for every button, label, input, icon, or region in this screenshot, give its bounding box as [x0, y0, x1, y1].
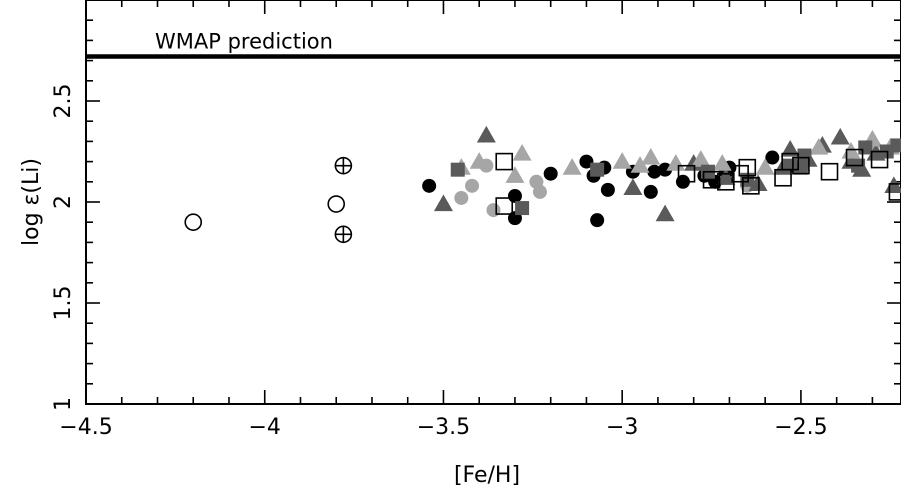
open-square-point: [495, 152, 514, 171]
x-tick-label: −2.5: [774, 415, 827, 440]
filled-circle-point: [579, 154, 594, 169]
x-tick-label: −3.5: [417, 415, 470, 440]
open-circle-point: [327, 195, 346, 213]
filled-square-point: [858, 140, 873, 155]
filled-square-point: [450, 162, 465, 177]
axis-ticks: [85, 0, 901, 405]
reference-lines: WMAP prediction: [86, 30, 901, 59]
filled-circle-point: [465, 178, 480, 193]
filled-circle-point: [486, 203, 501, 218]
filled-square-point: [515, 201, 530, 216]
open-square-point: [702, 170, 721, 189]
filled-circle-point: [590, 213, 605, 228]
x-tick-label: −4.5: [59, 415, 112, 440]
circled-plus-point: [334, 225, 353, 244]
filled-circle-point: [658, 162, 673, 177]
filled-triangle-point: [755, 158, 775, 175]
filled-square-point: [793, 160, 808, 175]
filled-circle-point: [422, 178, 437, 193]
filled-triangle-point: [630, 156, 650, 173]
filled-triangle-point: [666, 154, 686, 171]
filled-triangle-point: [655, 204, 675, 222]
filled-circle-point: [600, 182, 615, 197]
filled-square-point: [890, 138, 901, 153]
filled-square-point: [797, 148, 812, 163]
open-square-point: [820, 162, 839, 181]
y-tick-label: 2.5: [51, 84, 76, 119]
filled-triangle-point: [641, 148, 661, 165]
y-tick-label: 1.5: [51, 286, 76, 321]
filled-triangle-point: [712, 154, 732, 171]
open-square-point: [792, 156, 810, 175]
filled-triangle-point: [780, 139, 800, 157]
open-square-point: [870, 150, 889, 169]
open-square-point: [677, 164, 696, 183]
filled-circle-point: [765, 150, 780, 165]
open-square-point: [738, 158, 757, 177]
filled-circle-point: [454, 190, 469, 205]
circled-plus-point: [334, 156, 353, 175]
filled-triangle-point: [830, 127, 850, 145]
filled-triangle-point: [623, 178, 643, 195]
x-tick-label: −4: [249, 415, 281, 440]
open-square-point: [781, 152, 799, 171]
filled-triangle-point: [505, 166, 525, 183]
open-square-point: [742, 177, 760, 195]
tick-labels: −4.5 −4 −3.5 −3 −2.5 1 1.5 2 2.5: [51, 84, 828, 441]
filled-triangle-point: [748, 174, 768, 191]
plot-frame: [85, 0, 901, 405]
open-square-point: [845, 148, 864, 167]
filled-triangle-point: [469, 152, 489, 169]
filled-circle-point: [647, 164, 662, 179]
filled-circle-point: [507, 188, 522, 203]
filled-triangle-point: [433, 194, 453, 212]
filled-triangle-point: [562, 158, 582, 175]
filled-triangle-point: [512, 144, 532, 161]
y-tick-label: 2: [51, 195, 76, 209]
filled-triangle-point: [809, 137, 829, 155]
y-axis-title: log ε(Li): [19, 158, 44, 246]
wmap-prediction-label: WMAP prediction: [155, 30, 333, 54]
data-points: [184, 125, 901, 244]
x-tick-label: −3: [606, 415, 638, 440]
filled-triangle-point: [716, 168, 736, 185]
filled-triangle-point: [476, 125, 496, 143]
open-square-point: [731, 164, 749, 183]
filled-circle-point: [532, 184, 547, 199]
filled-triangle-point: [691, 150, 711, 167]
y-tick-label: 1: [51, 397, 76, 411]
x-axis-title: [Fe/H]: [454, 463, 520, 488]
filled-circle-point: [643, 184, 658, 199]
open-circle-point: [184, 213, 203, 231]
open-square-point: [888, 183, 901, 201]
filled-square-point: [590, 162, 605, 177]
filled-circle-point: [543, 166, 558, 181]
filled-triangle-point: [612, 152, 632, 169]
open-square-point: [495, 197, 514, 215]
